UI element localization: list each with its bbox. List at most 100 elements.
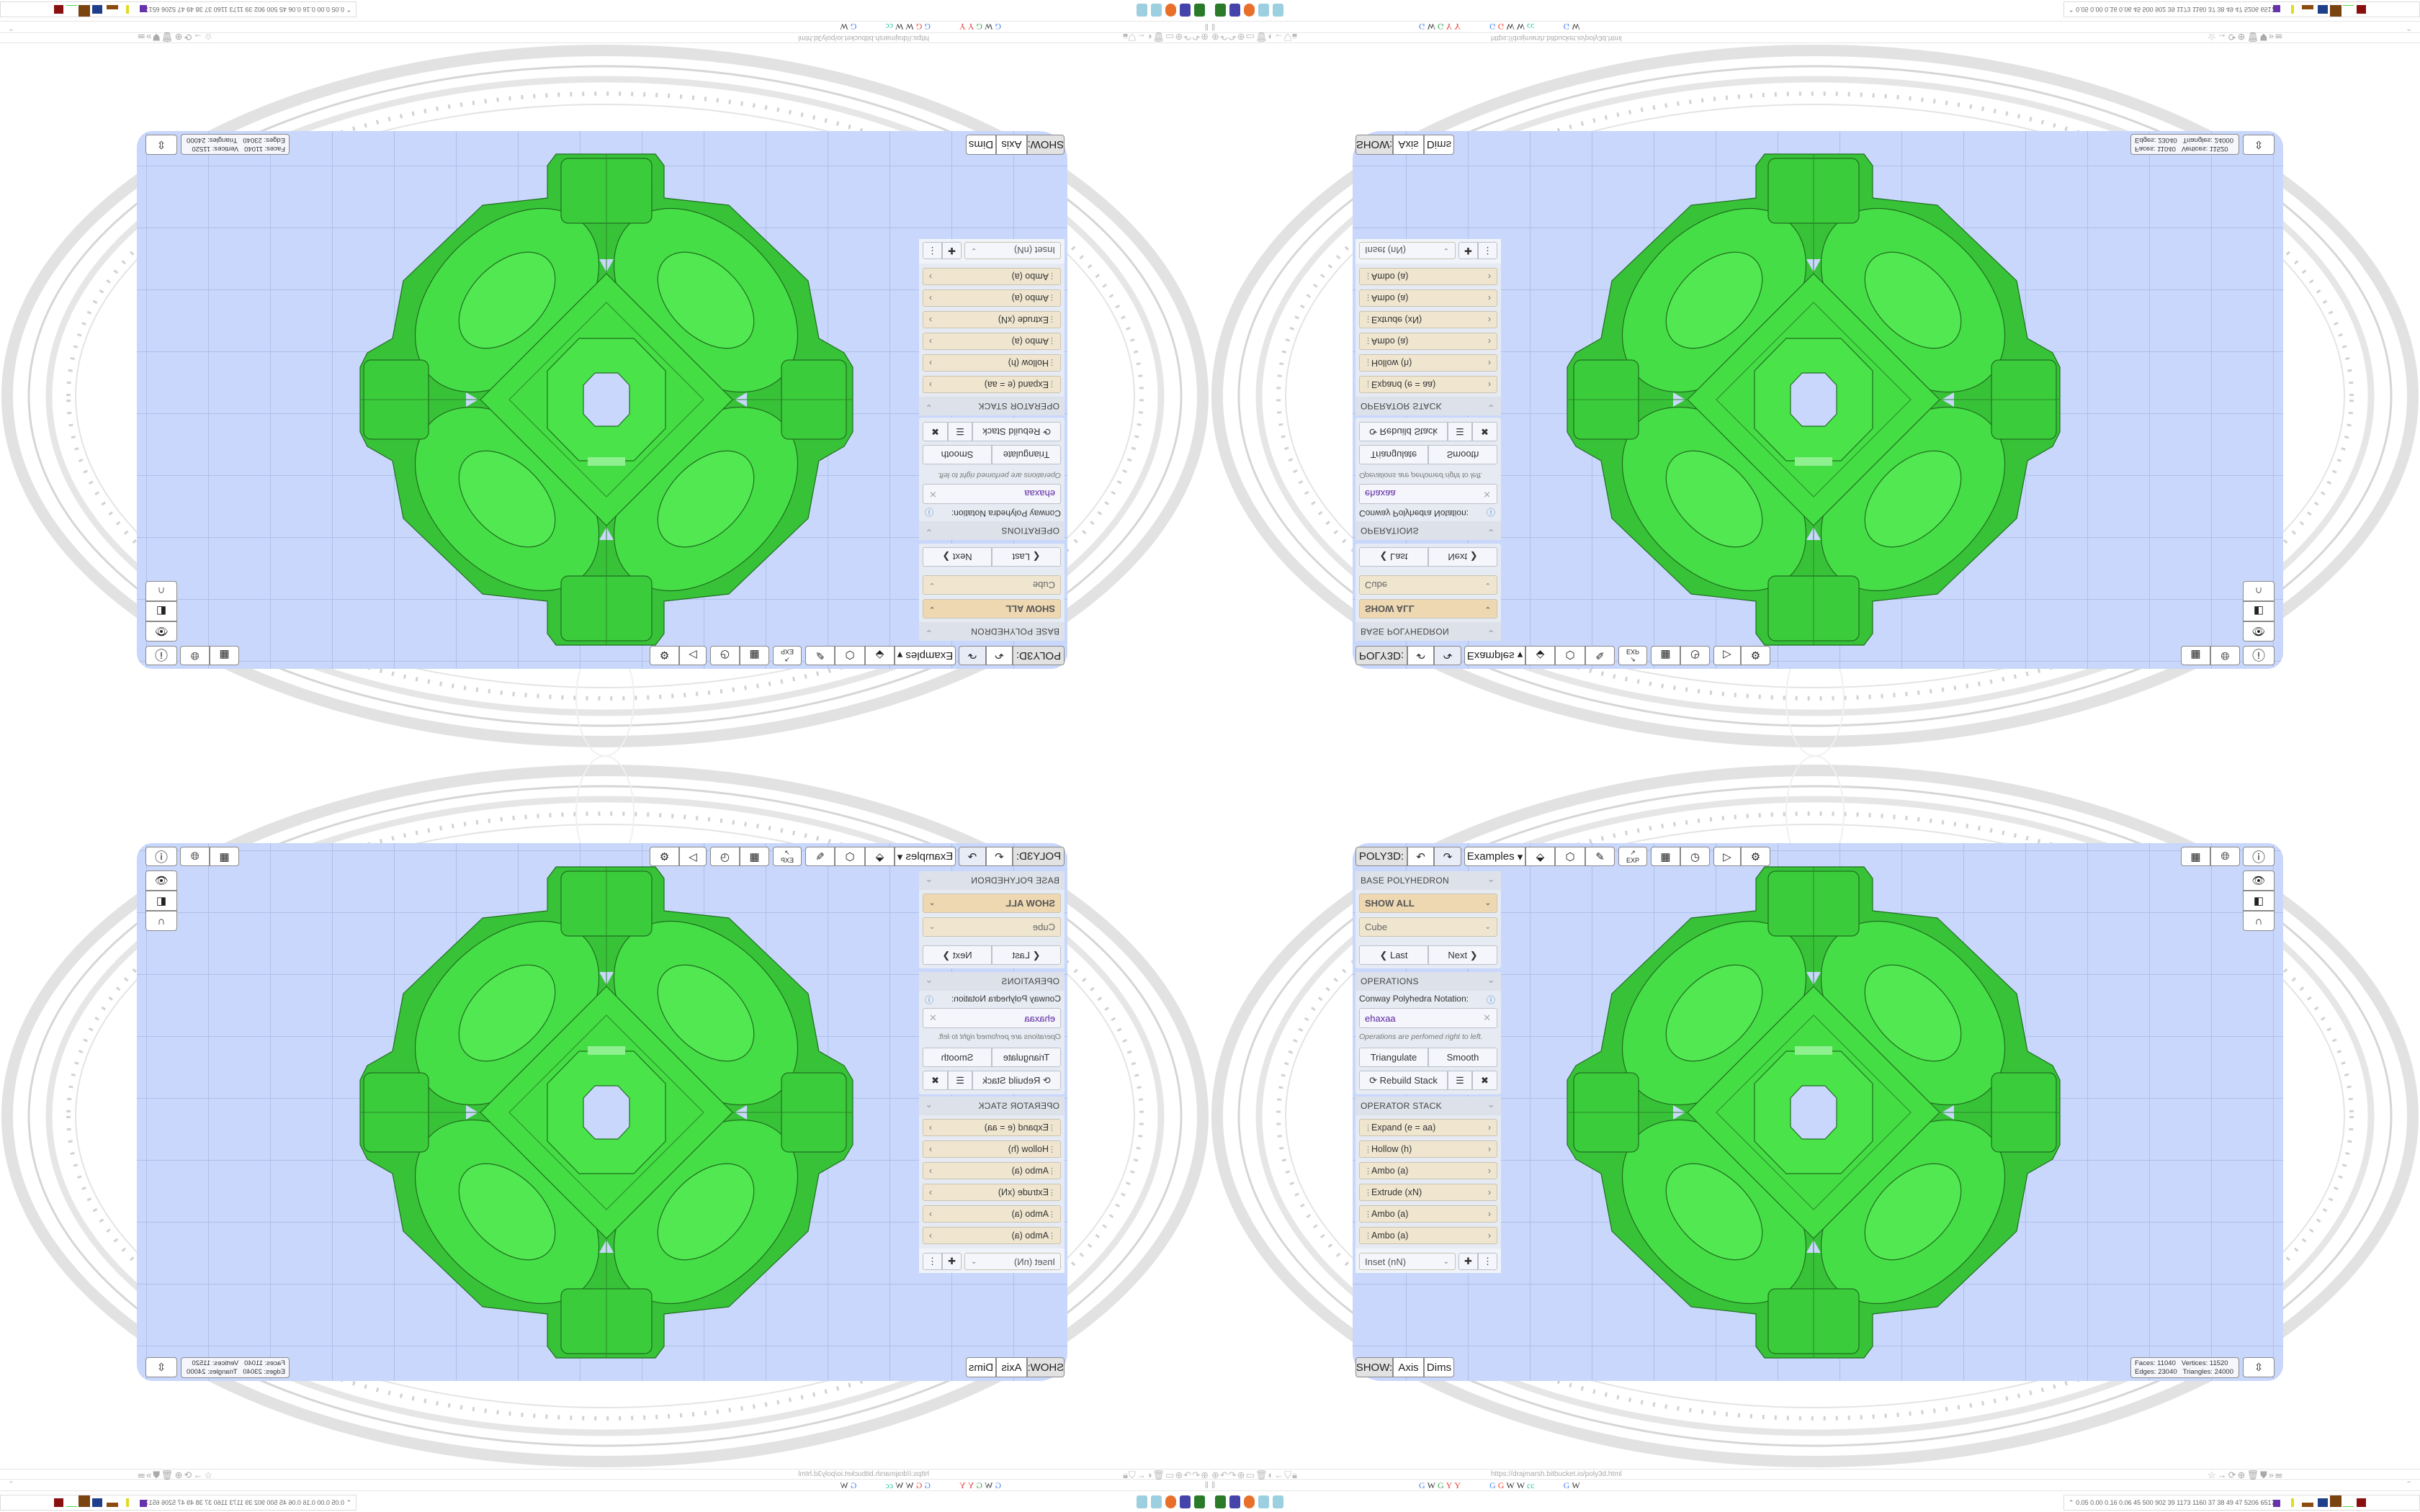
chevron-right-icon[interactable]: › <box>929 293 933 303</box>
drag-handle-icon[interactable]: ⋮ <box>1048 293 1056 302</box>
stack-item[interactable]: ⋮ Ambo (a) › <box>1359 1162 1497 1179</box>
drag-handle-icon[interactable]: ⋮ <box>1364 358 1372 367</box>
rebuild-stack-button[interactable]: ⟳ Rebuild Stack <box>1359 1071 1448 1090</box>
clock-button[interactable]: ◷ <box>710 847 740 866</box>
operator-stack-header[interactable]: OPERATOR STACK ⌄ <box>1355 1097 1501 1115</box>
add-operator-button[interactable]: ✚ <box>1458 1253 1478 1270</box>
operations-header[interactable]: OPERATIONS ⌄ <box>1355 521 1501 540</box>
display-mode-button[interactable]: ◧ <box>145 891 177 911</box>
3d-viewport[interactable] <box>137 843 1067 1381</box>
visibility-button[interactable]: 👁︎ <box>145 621 177 642</box>
clear-stack-button[interactable]: ✖ <box>923 1071 948 1090</box>
clear-icon[interactable]: ✕ <box>1483 489 1491 500</box>
drag-handle-icon[interactable]: ⋮ <box>1364 336 1372 346</box>
notepad-icon[interactable] <box>1258 4 1270 17</box>
stack-item[interactable]: ⋮ Ambo (a) › <box>1359 333 1497 350</box>
bookmark-item[interactable]: G <box>1438 1480 1444 1490</box>
bookmark-item[interactable]: W <box>905 22 914 32</box>
app-icon[interactable] <box>1194 1495 1205 1508</box>
list-button[interactable]: ☰ <box>1448 422 1472 441</box>
nav-icons[interactable]: ⊕↶↷⊕▭🗑︎◐←⛉🔒︎ <box>1211 1470 1298 1480</box>
add-operator-select[interactable]: Inset (nN) ⌄ <box>1359 242 1456 259</box>
chevron-right-icon[interactable]: › <box>1487 336 1491 346</box>
3d-viewport[interactable] <box>137 131 1067 669</box>
bookmark-item[interactable]: G <box>1489 1480 1496 1490</box>
taskbar-apps[interactable] <box>1135 4 1205 17</box>
examples-dropdown[interactable]: Examples ▾ <box>895 847 956 866</box>
taskbar-apps[interactable] <box>1215 1495 1285 1508</box>
stack-item[interactable]: ⋮ Hollow (h) › <box>923 354 1061 372</box>
redo-button[interactable]: ↷ <box>959 646 986 665</box>
drag-handle-icon[interactable]: ⋮ <box>1048 315 1056 324</box>
bookmark-item[interactable]: G <box>915 22 923 32</box>
app-icon[interactable] <box>1215 1495 1226 1508</box>
examples-dropdown[interactable]: Examples ▾ <box>1464 847 1525 866</box>
info-button[interactable]: ⓘ <box>145 847 177 866</box>
base-polyhedron-header[interactable]: BASE POLYHEDRON ⌄ <box>1355 871 1501 890</box>
dims-toggle[interactable]: Dims <box>966 135 996 155</box>
info-button[interactable]: ⓘ <box>2243 847 2275 866</box>
chevron-right-icon[interactable]: › <box>929 1230 933 1241</box>
app-icon[interactable] <box>1194 4 1205 17</box>
play-button[interactable]: ▷ <box>1713 847 1741 866</box>
drag-handle-icon[interactable]: ⋮ <box>1364 1231 1372 1241</box>
export-button[interactable]: ↗ EXP <box>1618 847 1647 866</box>
bookmark-item[interactable]: G <box>1419 1480 1425 1490</box>
snap-button[interactable]: ∩ <box>145 911 177 931</box>
bookmark-item[interactable]: cc <box>1527 1480 1535 1490</box>
operations-header[interactable]: OPERATIONS ⌄ <box>1355 972 1501 991</box>
last-button[interactable]: ❮ Last <box>992 945 1061 965</box>
drag-handle-icon[interactable]: ⋮ <box>1048 1188 1056 1197</box>
bookmark-item[interactable]: W <box>1427 22 1435 32</box>
export-button[interactable]: ↗ EXP <box>773 847 802 866</box>
notation-input[interactable]: ehaxaa ✕ <box>923 1008 1061 1028</box>
notepad-icon[interactable] <box>1136 1495 1147 1508</box>
floppy-icon[interactable] <box>1179 4 1191 17</box>
bookmark-item[interactable]: Y <box>959 22 966 32</box>
next-button[interactable]: Next ❯ <box>923 945 992 965</box>
nav-icons[interactable]: ⊕↶↷⊕▭🗑︎◐←⛉🔒︎ <box>1122 32 1209 42</box>
calendar-button[interactable]: ▦ <box>740 847 769 866</box>
chevron-right-icon[interactable]: › <box>929 336 933 346</box>
bookmark-item[interactable]: W <box>1427 1480 1435 1490</box>
firefox-icon[interactable] <box>1165 4 1176 17</box>
bookmark-item[interactable]: Y <box>967 22 974 32</box>
drag-handle-icon[interactable]: ⋮ <box>1048 358 1056 367</box>
location-button[interactable]: 🌐︎ <box>180 646 210 665</box>
url-bar[interactable]: https://drajmarsh.bitbucket.io/poly3d.ht… <box>1491 1470 1622 1478</box>
app-icon[interactable] <box>1215 4 1226 17</box>
base-polyhedron-header[interactable]: BASE POLYHEDRON ⌄ <box>1355 622 1501 641</box>
display-mode-button[interactable]: ◧ <box>2243 601 2275 621</box>
dims-toggle[interactable]: Dims <box>1424 135 1454 155</box>
firefox-icon[interactable] <box>1244 4 1255 17</box>
info-button[interactable]: ⓘ <box>2243 646 2275 665</box>
url-bar[interactable]: https://drajmarsh.bitbucket.io/poly3d.ht… <box>798 1470 929 1478</box>
notepad-icon[interactable] <box>1150 4 1162 17</box>
chevron-right-icon[interactable]: › <box>929 1144 933 1154</box>
bookmark-item[interactable]: W <box>905 1480 914 1490</box>
bookmark-item[interactable]: W <box>1506 1480 1515 1490</box>
stack-item[interactable]: ⋮ Ambo (a) › <box>923 289 1061 307</box>
drag-handle-icon[interactable]: ⋮ <box>1048 379 1056 389</box>
bookmark-item[interactable]: W <box>1572 1480 1580 1490</box>
chevron-right-icon[interactable]: › <box>929 358 933 368</box>
chevron-right-icon[interactable]: › <box>929 315 933 325</box>
color-button[interactable]: ⬙ <box>1525 646 1555 665</box>
bookmark-item[interactable]: G <box>1563 1480 1570 1490</box>
notation-input[interactable]: ehaxaa ✕ <box>923 484 1061 504</box>
chevron-right-icon[interactable]: › <box>1487 1122 1491 1133</box>
chevron-right-icon[interactable]: › <box>929 1122 933 1133</box>
visibility-button[interactable]: 👁︎ <box>145 870 177 891</box>
examples-dropdown[interactable]: Examples ▾ <box>895 646 956 665</box>
firefox-icon[interactable] <box>1244 1495 1255 1508</box>
bookmark-item[interactable]: G <box>1419 22 1425 32</box>
operator-stack-header[interactable]: OPERATOR STACK ⌄ <box>919 1097 1065 1115</box>
add-operator-button[interactable]: ✚ <box>1458 242 1478 259</box>
rebuild-stack-button[interactable]: ⟳ Rebuild Stack <box>972 1071 1061 1090</box>
more-button[interactable]: ⋮ <box>923 242 942 259</box>
shape-select[interactable]: Cube ⌄ <box>923 917 1061 937</box>
view-button[interactable]: ⬡ <box>835 847 865 866</box>
smooth-button[interactable]: Smooth <box>1428 445 1497 464</box>
more-button[interactable]: ⋮ <box>1478 242 1497 259</box>
next-button[interactable]: Next ❯ <box>1428 945 1497 965</box>
